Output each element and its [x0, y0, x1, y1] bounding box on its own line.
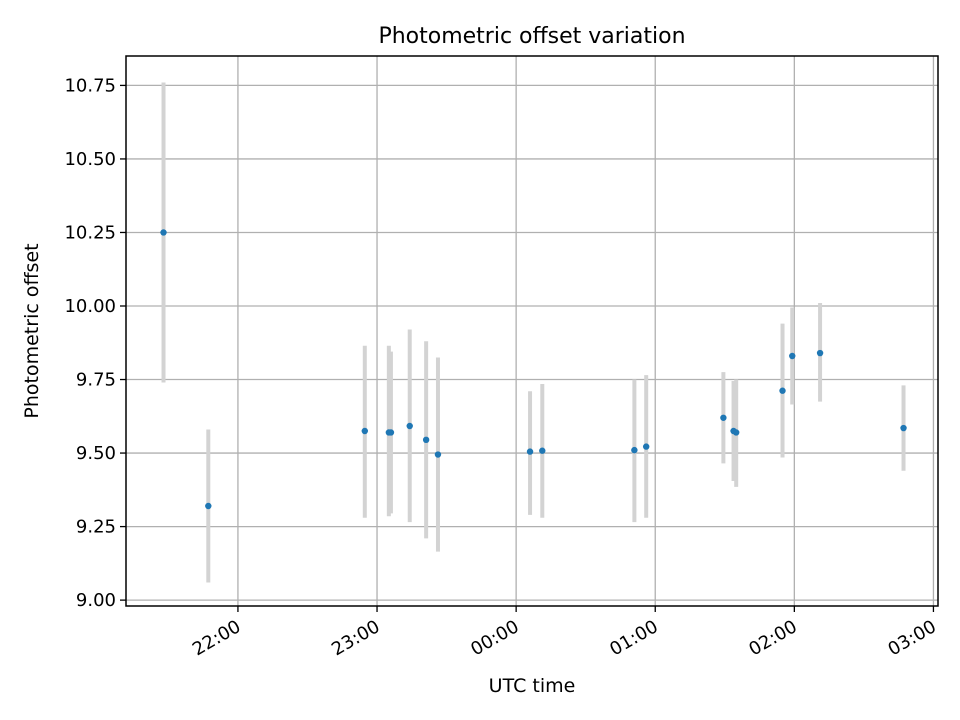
data-point	[789, 352, 796, 360]
data-point	[631, 446, 638, 454]
data-point	[160, 229, 167, 236]
axes-frame	[125, 55, 939, 607]
data-points	[160, 229, 907, 510]
x-tick-label: 23:00	[328, 616, 383, 660]
y-tick-label: 9.75	[76, 370, 116, 391]
data-point	[539, 447, 546, 454]
x-tick-label: 02:00	[745, 616, 800, 660]
chart-title: Photometric offset variation	[378, 24, 685, 49]
data-point	[387, 429, 395, 436]
data-point	[642, 443, 650, 450]
grid	[126, 56, 938, 606]
data-point	[205, 502, 212, 510]
data-point	[900, 424, 907, 432]
data-point	[434, 451, 442, 458]
data-point	[526, 448, 534, 455]
data-point	[720, 414, 727, 421]
data-point	[816, 349, 824, 357]
x-axis: 22:00 23:00 00:00 01:00 02:00 03:00	[189, 606, 940, 660]
y-tick-label: 9.50	[76, 443, 116, 464]
x-tick-label: 01:00	[606, 616, 661, 660]
y-tick-label: 10.00	[64, 296, 116, 317]
x-tick-label: 03:00	[885, 616, 940, 660]
y-tick-label: 10.25	[64, 222, 116, 243]
data-point	[406, 422, 413, 430]
data-point	[732, 429, 740, 436]
data-point	[779, 387, 786, 394]
x-tick-label: 22:00	[189, 616, 244, 660]
x-axis-label: UTC time	[489, 675, 576, 697]
y-tick-label: 9.25	[76, 517, 116, 538]
x-tick-label: 00:00	[467, 616, 522, 660]
data-point	[361, 427, 368, 435]
error-bars	[161, 82, 906, 583]
y-tick-label: 9.00	[76, 590, 116, 611]
y-tick-label: 10.75	[64, 75, 116, 96]
data-point	[422, 436, 430, 444]
y-axis: 9.00 9.25 9.50 9.75 10.00 10.25 10.50 10.75	[64, 75, 126, 611]
y-axis-label: Photometric offset	[21, 243, 43, 418]
y-tick-label: 10.50	[64, 149, 116, 170]
